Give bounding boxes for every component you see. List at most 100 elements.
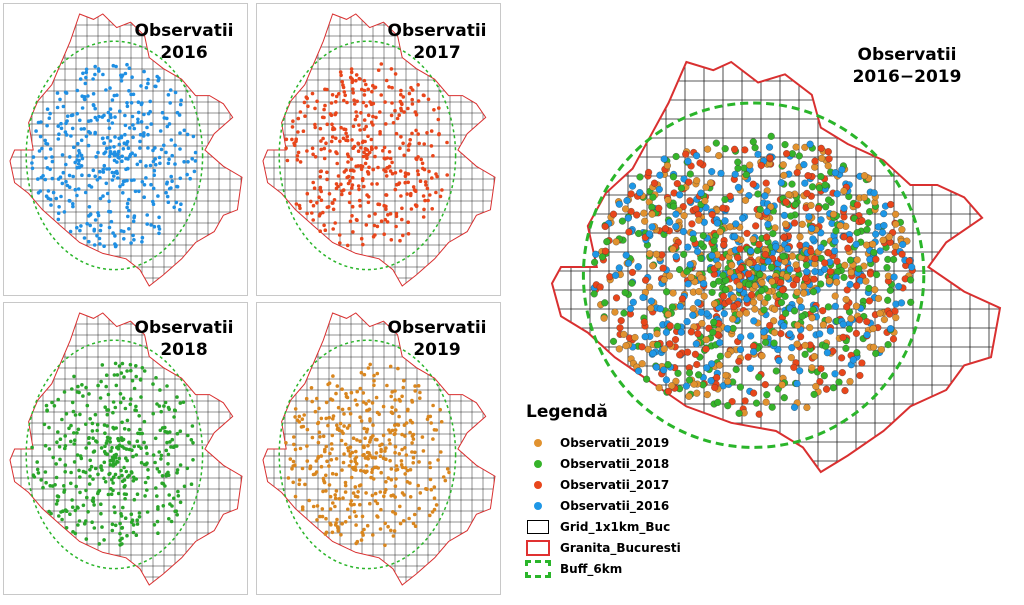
observation-point [106, 118, 111, 123]
observation-point [736, 310, 744, 318]
observation-point [831, 302, 839, 310]
observation-point [366, 134, 370, 138]
observation-point [367, 407, 372, 412]
observation-point [855, 265, 863, 273]
observation-point [129, 470, 134, 474]
observation-point [800, 289, 808, 297]
observation-point [47, 425, 51, 430]
observation-point [301, 424, 306, 429]
observation-point [650, 179, 659, 187]
observation-point [325, 170, 329, 175]
observation-point [399, 92, 403, 97]
observation-point [165, 430, 169, 434]
observation-point [189, 438, 194, 442]
observation-point [97, 488, 102, 493]
observation-point [179, 98, 183, 103]
observation-point [62, 390, 67, 394]
observation-point [406, 180, 410, 185]
legend-item-2017: Observatii_2017 [522, 474, 752, 495]
observation-point [84, 470, 88, 475]
observation-point [400, 432, 404, 437]
observation-point [309, 199, 313, 204]
observation-point [326, 205, 331, 209]
map-panel-2017: Observatii 2017 [256, 3, 501, 296]
observation-point [142, 195, 146, 199]
observation-point [68, 229, 73, 234]
dot-icon [534, 459, 542, 468]
observation-point [293, 447, 298, 452]
observation-point [88, 223, 92, 228]
observation-point [133, 408, 137, 412]
observation-point [331, 417, 335, 421]
observation-point [154, 84, 158, 89]
observation-point [886, 286, 894, 294]
observation-point [164, 473, 169, 478]
observation-point [694, 299, 702, 307]
observation-point [379, 62, 384, 66]
observation-point [447, 470, 451, 475]
observation-point [112, 373, 117, 377]
observation-point [356, 184, 361, 188]
observation-point [102, 141, 106, 145]
observation-point [119, 79, 124, 83]
observation-point [298, 160, 303, 164]
observation-point [72, 374, 76, 379]
observation-point [117, 438, 121, 443]
observation-point [167, 407, 171, 412]
observation-point [116, 149, 121, 154]
observation-point [337, 497, 342, 501]
observation-point [80, 173, 84, 177]
observation-point [118, 521, 122, 526]
observation-point [734, 164, 742, 172]
observation-point [157, 227, 162, 231]
observation-point [749, 180, 757, 188]
observation-point [128, 402, 133, 407]
observation-point [375, 410, 380, 415]
observation-point [158, 388, 162, 392]
observation-point [48, 167, 52, 172]
observation-point [86, 510, 90, 514]
observation-point [153, 146, 157, 150]
observation-point [76, 162, 81, 166]
observation-point [424, 183, 428, 187]
observation-point [330, 122, 334, 127]
combined-title: Observatii 2016−2019 [852, 45, 962, 87]
observation-point [176, 489, 180, 494]
observation-point [140, 235, 145, 240]
observation-point [362, 93, 367, 97]
observation-point [339, 438, 344, 443]
observation-point [817, 365, 825, 373]
observation-point [158, 428, 163, 433]
observation-point [687, 273, 695, 281]
observation-point [398, 504, 402, 509]
observation-point [359, 165, 364, 169]
observation-point [347, 406, 351, 411]
observation-point [108, 145, 112, 150]
observation-point [886, 310, 894, 318]
observation-point [36, 471, 41, 475]
observation-point [288, 457, 293, 461]
observation-point [621, 289, 629, 297]
observation-point [291, 464, 295, 468]
observation-point [354, 73, 359, 77]
observation-point [783, 273, 791, 281]
observation-point [806, 140, 814, 148]
observation-point [676, 302, 684, 310]
observation-point [146, 468, 150, 472]
observation-point [124, 469, 129, 474]
observation-point [190, 157, 194, 161]
observation-point [101, 167, 105, 172]
observation-point [334, 186, 339, 191]
observation-point [305, 191, 310, 196]
observation-point [620, 309, 628, 317]
observation-point [403, 180, 407, 185]
observation-point [316, 456, 320, 460]
observation-point [395, 422, 399, 427]
observation-point [297, 420, 302, 424]
observation-point [345, 100, 349, 105]
observation-point [363, 139, 367, 144]
observation-point [286, 476, 291, 480]
observation-point [368, 501, 372, 506]
observation-point [645, 283, 654, 291]
observation-point [411, 185, 416, 189]
